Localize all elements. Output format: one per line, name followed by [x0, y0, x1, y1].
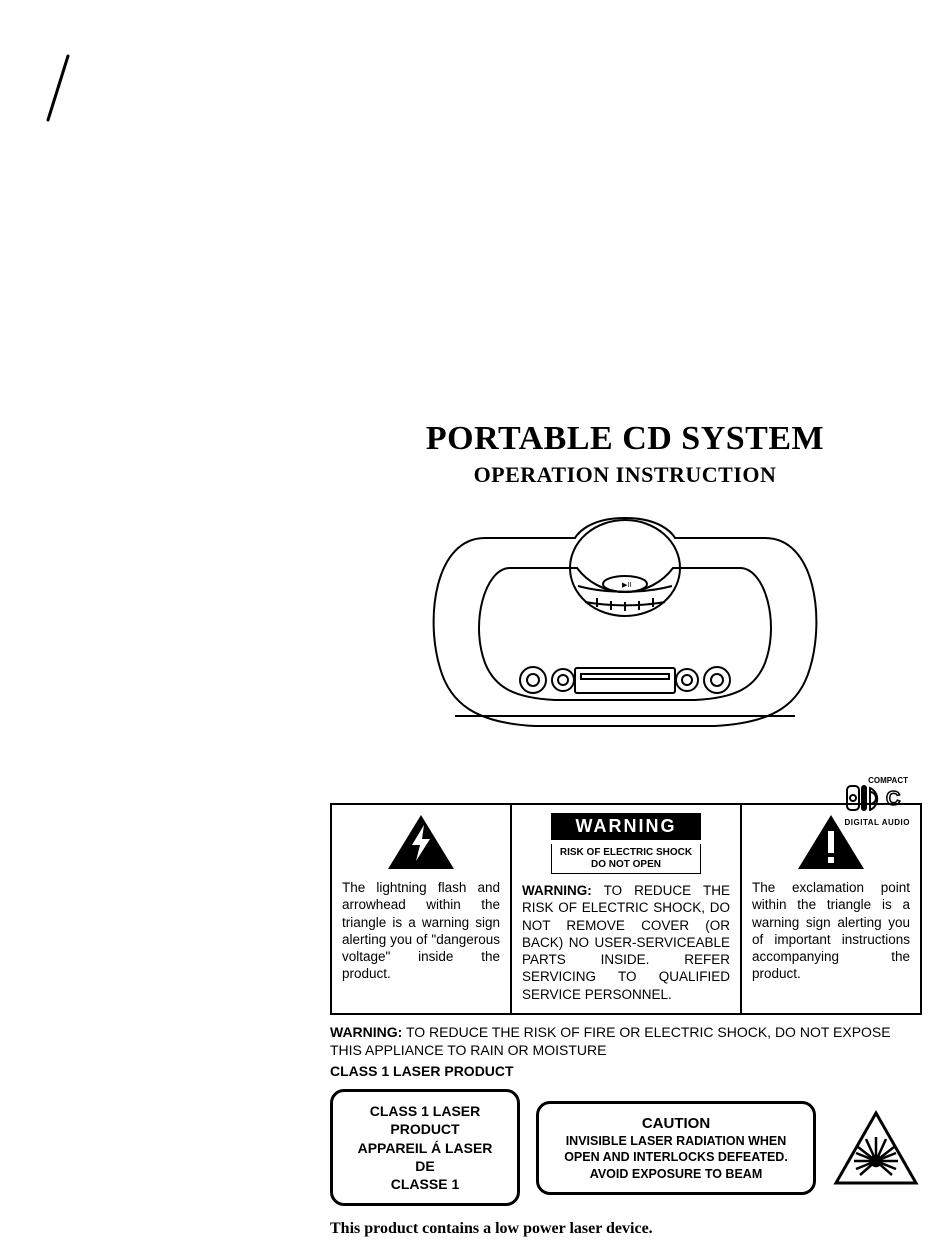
page-subtitle: OPERATION INSTRUCTION [330, 462, 920, 488]
class1-label-line1: CLASS 1 LASER [347, 1102, 503, 1120]
outer-warning-text: TO REDUCE THE RISK OF FIRE OR ELECTRIC S… [330, 1024, 891, 1058]
warning-cell-exclamation: The exclamation point within the triangl… [741, 804, 921, 1014]
warning-middle-paragraph: WARNING: TO REDUCE THE RISK OF ELECTRIC … [522, 882, 730, 1003]
device-illustration-icon: ▶II [415, 508, 835, 738]
outer-warning-paragraph: WARNING: TO REDUCE THE RISK OF FIRE OR E… [330, 1023, 920, 1059]
caution-label: CAUTION INVISIBLE LASER RADIATION WHEN O… [536, 1101, 816, 1195]
compact-disc-logo-icon: C [846, 785, 908, 811]
class1-laser-label: CLASS 1 LASER PRODUCT APPAREIL Á LASER D… [330, 1089, 520, 1206]
disc-logo-bottom-text: DIGITAL AUDIO [845, 818, 910, 827]
class1-laser-line: CLASS 1 LASER PRODUCT [330, 1063, 920, 1079]
warning-exclamation-text: The exclamation point within the triangl… [752, 879, 910, 983]
warning-sub-line1: RISK OF ELECTRIC SHOCK [556, 847, 696, 859]
warning-cell-middle: WARNING RISK OF ELECTRIC SHOCK DO NOT OP… [511, 804, 741, 1014]
caution-line2: OPEN AND INTERLOCKS DEFEATED. [553, 1149, 799, 1165]
warning-cell-lightning: The lightning flash and arrowhead within… [331, 804, 511, 1014]
svg-text:▶II: ▶II [622, 582, 631, 589]
warning-sub-line2: DO NOT OPEN [556, 859, 696, 871]
caution-line3: AVOID EXPOSURE TO BEAM [553, 1166, 799, 1182]
compact-disc-logo: COMPACT C DIGITAL AUDIO [845, 776, 910, 827]
warning-middle-bold: WARNING: [522, 883, 592, 898]
warning-middle-text: TO REDUCE THE RISK OF ELECTRIC SHOCK, DO… [522, 883, 730, 1002]
svg-text:C: C [886, 788, 900, 810]
lightning-triangle-icon [386, 813, 456, 871]
class1-label-line3: APPAREIL Á LASER DE [347, 1139, 503, 1175]
caution-header: CAUTION [553, 1114, 799, 1134]
document-page: PORTABLE CD SYSTEM OPERATION INSTRUCTION… [0, 0, 950, 1247]
laser-hazard-triangle-icon [832, 1109, 920, 1187]
page-title: PORTABLE CD SYSTEM [330, 420, 920, 458]
footer-note: This product contains a low power laser … [330, 1220, 920, 1238]
scan-mark-slash-icon [40, 50, 80, 130]
warning-banner: WARNING [551, 813, 701, 840]
caution-line1: INVISIBLE LASER RADIATION WHEN [553, 1133, 799, 1149]
class1-label-line4: CLASSE 1 [347, 1175, 503, 1193]
disc-logo-top-text: COMPACT [845, 776, 908, 785]
outer-warning-bold: WARNING: [330, 1024, 402, 1040]
warning-sub-box: RISK OF ELECTRIC SHOCK DO NOT OPEN [551, 844, 701, 874]
warning-lightning-text: The lightning flash and arrowhead within… [342, 879, 500, 983]
label-row: CLASS 1 LASER PRODUCT APPAREIL Á LASER D… [330, 1089, 920, 1206]
class1-label-line2: PRODUCT [347, 1120, 503, 1138]
warning-table: The lightning flash and arrowhead within… [330, 803, 922, 1015]
main-content: PORTABLE CD SYSTEM OPERATION INSTRUCTION… [330, 420, 920, 1238]
